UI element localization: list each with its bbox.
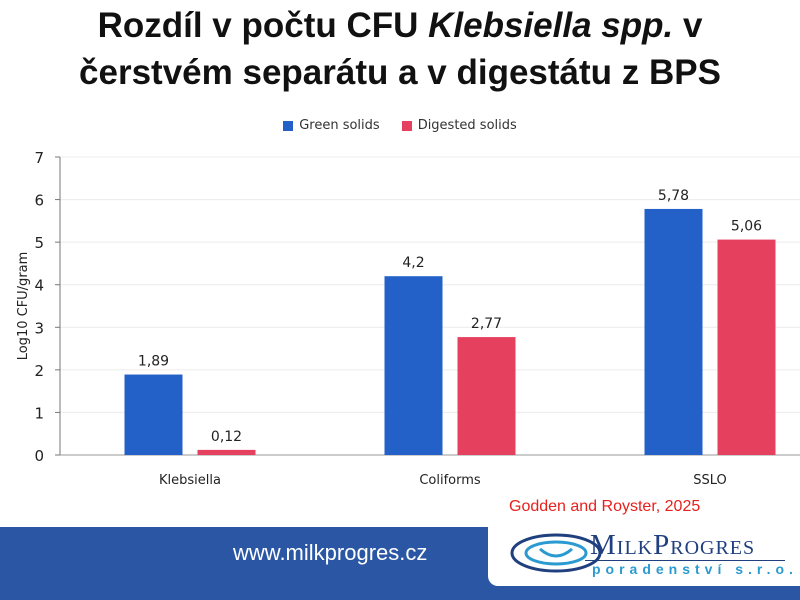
- y-tick-label: 1: [34, 404, 44, 422]
- y-tick-label: 2: [34, 362, 44, 380]
- y-tick-label: 0: [34, 447, 44, 465]
- chart-title: Rozdíl v počtu CFU Klebsiella spp. v čers…: [79, 6, 721, 92]
- y-tick-label: 6: [34, 192, 44, 210]
- data-label: 5,06: [731, 219, 762, 235]
- company-logo: MilkProgres poradenství s.r.o.: [488, 527, 800, 586]
- y-axis-label: Log10 CFU/gram: [16, 252, 31, 361]
- source-citation: Godden and Royster, 2025: [509, 498, 701, 515]
- bar-digested-solids: [197, 449, 256, 455]
- data-label: 4,2: [402, 255, 424, 271]
- bar-green-solids: [384, 276, 443, 455]
- bar-green-solids: [124, 374, 183, 455]
- y-tick-label: 5: [34, 234, 44, 252]
- legend-label: Digested solids: [417, 118, 517, 133]
- y-tick-label: 3: [34, 319, 44, 337]
- x-tick-label: SSLO: [693, 473, 727, 488]
- bar-digested-solids: [717, 239, 776, 455]
- y-tick-label: 7: [34, 149, 44, 167]
- legend-item-green: Green solids: [283, 118, 380, 133]
- bar-chart: 0 1 2 3 4 5 6 7 Log10 CFU/gram Klebsiella 1,89 0,12…: [16, 149, 800, 488]
- website-link[interactable]: www.milkprogres.cz: [233, 540, 428, 565]
- legend-swatch: [401, 120, 412, 131]
- data-label: 2,77: [471, 316, 502, 332]
- legend-swatch: [283, 120, 294, 131]
- legend: Green solids Digested solids: [0, 118, 800, 133]
- bar-digested-solids: [457, 337, 516, 455]
- legend-label: Green solids: [299, 118, 380, 133]
- data-label: 5,78: [658, 188, 689, 204]
- x-tick-label: Klebsiella: [159, 473, 221, 488]
- data-label: 1,89: [138, 354, 169, 370]
- logo-emblem-icon: [510, 533, 602, 573]
- x-tick-label: Coliforms: [419, 473, 481, 488]
- bar-green-solids: [644, 208, 703, 455]
- legend-item-digested: Digested solids: [401, 118, 517, 133]
- data-label: 0,12: [211, 429, 242, 445]
- y-tick-label: 4: [34, 277, 44, 295]
